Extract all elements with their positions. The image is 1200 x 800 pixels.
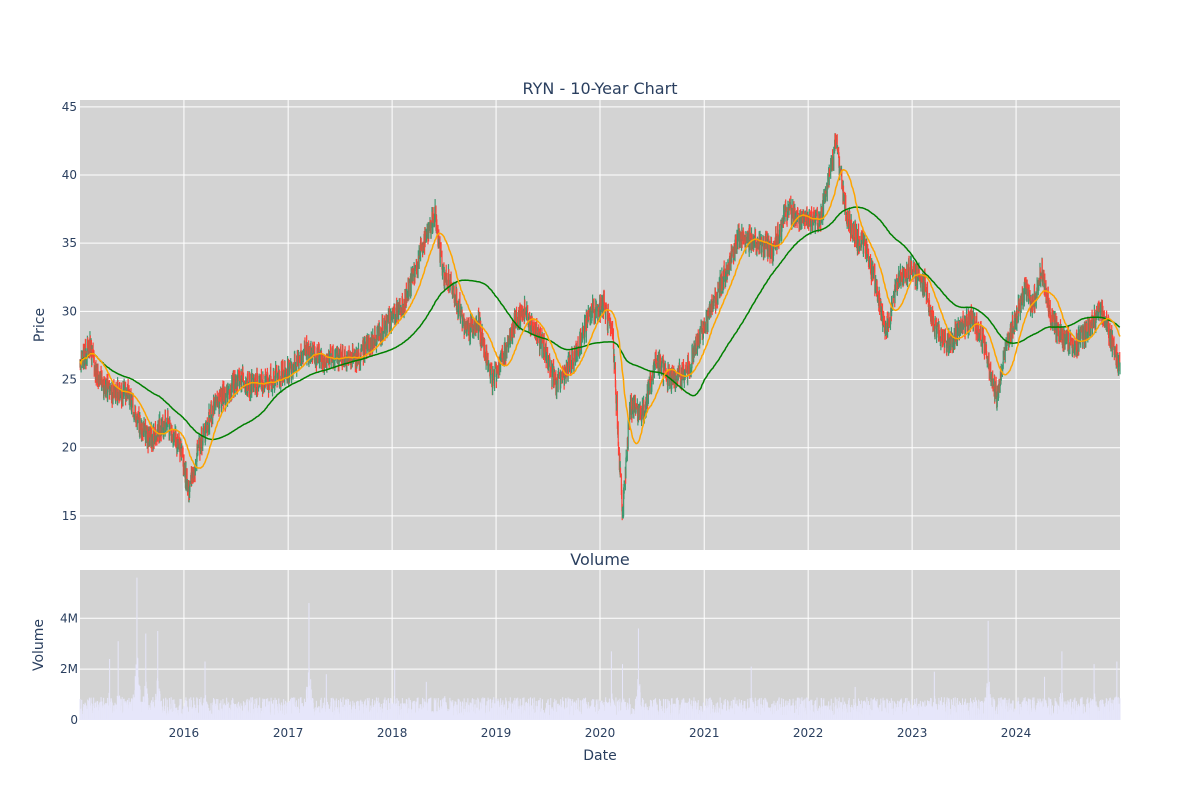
x-tick-label: 2019: [481, 726, 512, 740]
x-tick-label: 2016: [169, 726, 200, 740]
short-moving-average-line: [79, 169, 1121, 469]
price-y-tick-label: 15: [62, 509, 77, 523]
x-tick-label: 2017: [273, 726, 304, 740]
x-axis-label: Date: [583, 748, 616, 764]
volume-y-tick-label: 0: [70, 713, 78, 727]
price-y-tick-label: 35: [62, 236, 77, 250]
volume-panel: 2016 2017 2018 2019 2020 2021 2022 2023 2024 0 2M 4…: [60, 570, 1121, 740]
price-panel: 15 20 25 30 35 40 45: [62, 100, 1121, 550]
price-y-tick-label: 45: [62, 100, 77, 114]
price-y-axis-label: Price: [32, 308, 48, 342]
x-tick-label: 2020: [585, 726, 616, 740]
volume-chart-title: Volume: [570, 550, 630, 569]
volume-bars: [79, 577, 1121, 720]
x-tick-label: 2023: [897, 726, 928, 740]
x-tick-label: 2024: [1001, 726, 1032, 740]
price-y-tick-label: 20: [62, 441, 77, 455]
price-y-tick-label: 25: [62, 373, 77, 387]
x-tick-label: 2021: [689, 726, 720, 740]
volume-y-tick-label: 2M: [60, 662, 78, 676]
volume-y-axis-label: Volume: [31, 619, 47, 671]
x-tick-label: 2022: [793, 726, 824, 740]
price-chart-title: RYN - 10-Year Chart: [523, 79, 678, 98]
volume-y-tick-label: 4M: [60, 611, 78, 625]
x-tick-label: 2018: [377, 726, 408, 740]
price-y-tick-label: 40: [62, 168, 77, 182]
price-y-tick-label: 30: [62, 304, 77, 318]
long-moving-average-line: [79, 206, 1121, 441]
